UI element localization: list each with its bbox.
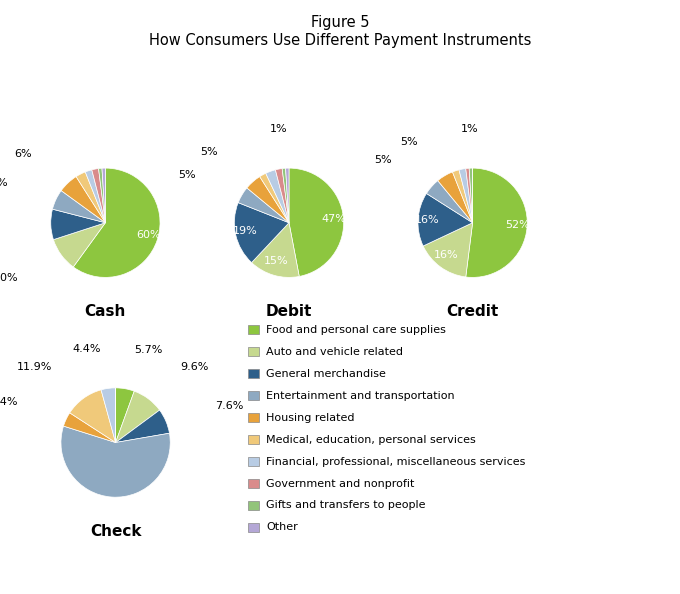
Wedge shape [54,223,105,267]
Wedge shape [116,410,169,443]
Text: Check: Check [90,524,141,539]
Wedge shape [418,194,473,246]
Text: 19%: 19% [233,226,257,236]
Wedge shape [282,168,289,223]
Wedge shape [426,181,473,223]
Text: 5%: 5% [400,137,418,147]
Wedge shape [92,169,105,223]
Text: Debit: Debit [266,304,312,319]
Text: 9.6%: 9.6% [180,362,209,372]
Wedge shape [116,391,160,443]
Text: 60%: 60% [136,230,161,240]
Text: Other: Other [266,523,298,532]
Text: Medical, education, personal services: Medical, education, personal services [266,435,475,444]
Text: General merchandise: General merchandise [266,369,386,378]
Wedge shape [260,173,289,223]
Text: 1%: 1% [460,124,478,134]
Wedge shape [466,168,473,223]
Text: How Consumers Use Different Payment Instruments: How Consumers Use Different Payment Inst… [149,33,531,48]
Wedge shape [423,223,473,277]
Wedge shape [289,168,343,276]
Text: 6%: 6% [14,149,31,159]
Wedge shape [266,170,289,223]
Wedge shape [238,188,289,223]
Text: 5.7%: 5.7% [135,345,163,355]
Wedge shape [85,170,105,223]
Text: 11.9%: 11.9% [16,362,52,371]
Text: 15%: 15% [264,256,288,266]
Wedge shape [61,176,105,223]
Text: Credit: Credit [447,304,498,319]
Wedge shape [73,168,160,277]
Text: 6%: 6% [0,178,7,188]
Text: 7.6%: 7.6% [215,400,243,410]
Wedge shape [99,168,105,223]
Wedge shape [51,209,105,239]
Wedge shape [452,170,473,223]
Wedge shape [116,388,134,443]
Wedge shape [459,169,473,223]
Text: 52%: 52% [505,220,530,230]
Text: 16%: 16% [415,215,440,225]
Wedge shape [63,413,116,443]
Wedge shape [252,223,299,277]
Text: Figure 5: Figure 5 [311,15,369,30]
Text: 4.4%: 4.4% [73,344,101,354]
Text: 5%: 5% [178,170,196,180]
Text: Cash: Cash [85,304,126,319]
Text: 16%: 16% [434,250,458,260]
Wedge shape [286,168,289,223]
Wedge shape [102,168,105,223]
Wedge shape [101,388,116,443]
Text: 5%: 5% [200,147,218,157]
Text: Entertainment and transportation: Entertainment and transportation [266,391,454,400]
Text: Gifts and transfers to people: Gifts and transfers to people [266,501,426,510]
Text: Food and personal care supplies: Food and personal care supplies [266,325,446,334]
Text: Financial, professional, miscellaneous services: Financial, professional, miscellaneous s… [266,457,525,466]
Text: Auto and vehicle related: Auto and vehicle related [266,347,403,356]
Wedge shape [52,191,105,223]
Wedge shape [61,426,170,497]
Text: Government and nonprofit: Government and nonprofit [266,479,414,488]
Wedge shape [235,203,289,263]
Text: Housing related: Housing related [266,413,354,422]
Wedge shape [275,169,289,223]
Text: 4.4%: 4.4% [0,397,18,407]
Text: 1%: 1% [270,124,288,134]
Wedge shape [438,172,473,223]
Wedge shape [469,168,473,223]
Wedge shape [70,390,116,443]
Text: 10%: 10% [0,273,18,283]
Wedge shape [247,176,289,223]
Text: 5%: 5% [374,156,392,165]
Wedge shape [76,172,105,223]
Text: 47%: 47% [322,214,347,224]
Wedge shape [466,168,527,277]
